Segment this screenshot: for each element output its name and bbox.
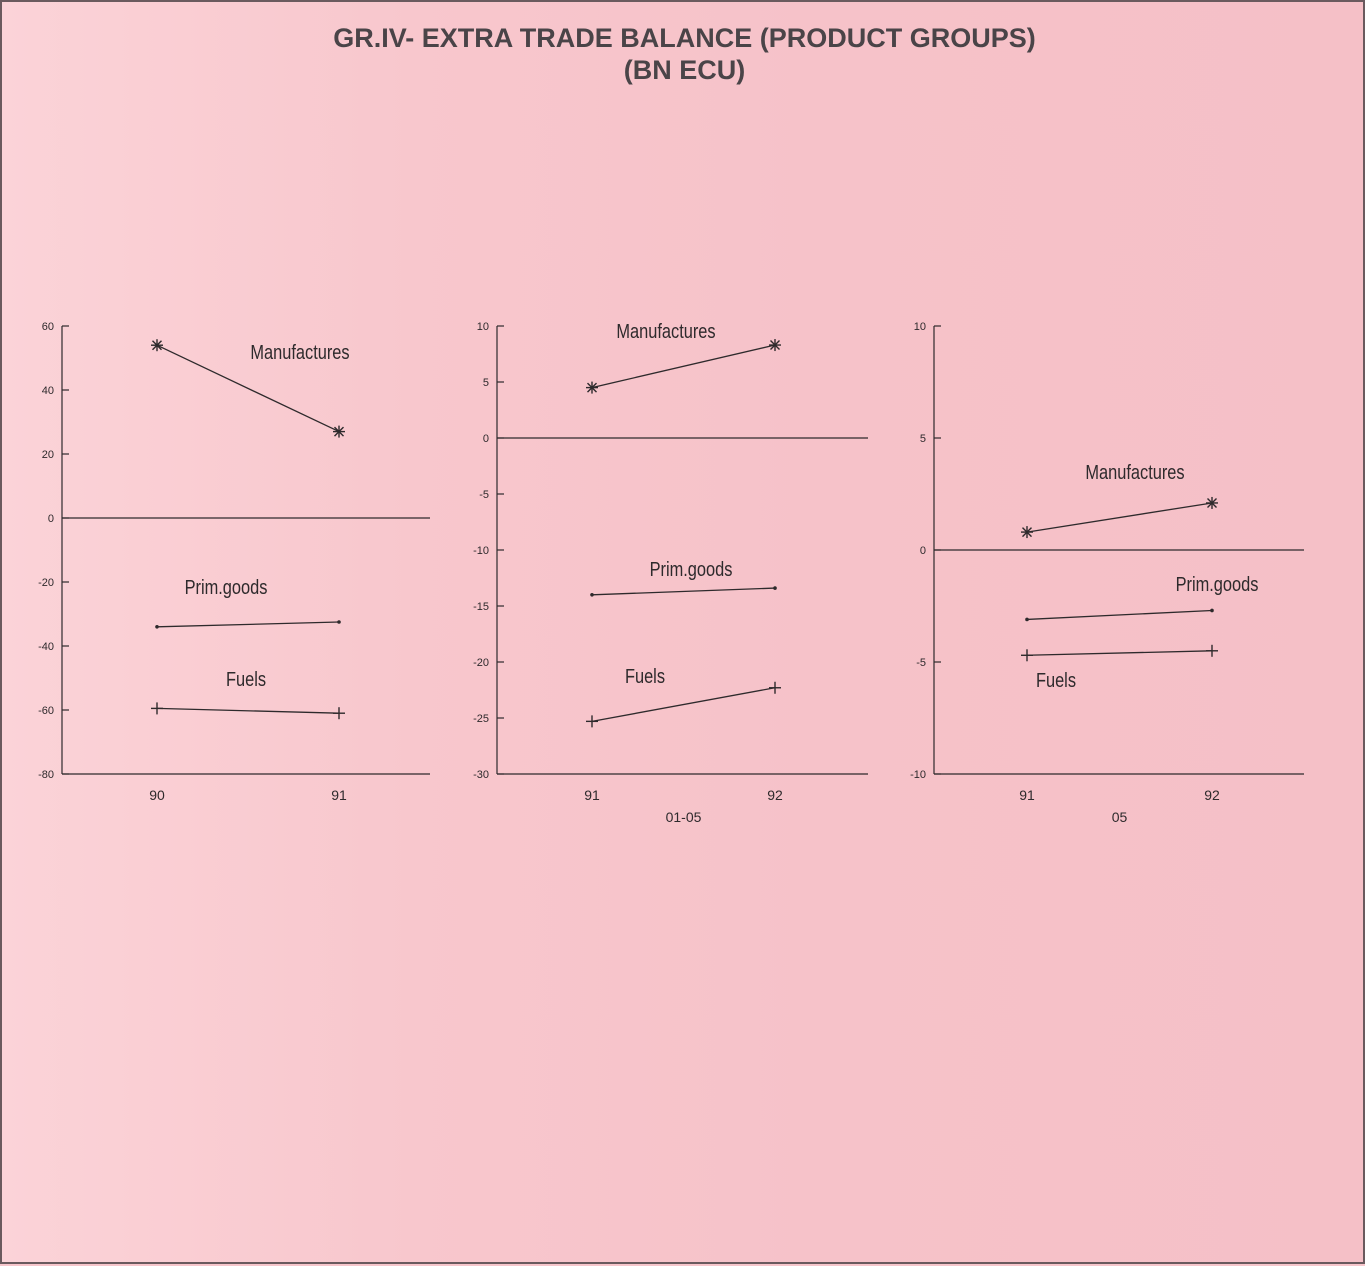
y-tick-label: 20 [42, 449, 54, 461]
x-tick-label: 90 [149, 787, 165, 803]
data-point-manufactures-0 [586, 381, 598, 394]
y-tick-label: -80 [38, 769, 54, 781]
y-tick-label: 10 [914, 321, 926, 333]
star-marker-stroke [770, 340, 780, 351]
series-label-prim-goods: Prim.goods [185, 575, 268, 598]
dot-marker [773, 586, 777, 590]
series-line-fuels [156, 707, 340, 714]
data-point-prim-goods-1 [337, 620, 341, 624]
star-marker-stroke [1207, 497, 1217, 508]
y-tick-label: -5 [916, 657, 926, 669]
y-tick-label: 0 [920, 545, 926, 557]
data-point-fuels-0 [586, 715, 598, 728]
series-line-prim-goods [156, 621, 340, 628]
series-label-manufactures: Manufactures [1085, 460, 1184, 483]
y-tick-label: -25 [473, 713, 489, 725]
series-label-prim-goods: Prim.goods [650, 557, 733, 580]
data-point-manufactures-0 [1021, 526, 1033, 539]
data-point-fuels-0 [151, 702, 163, 715]
x-axis-label: 05 [1112, 809, 1128, 825]
y-tick-label: -15 [473, 601, 489, 613]
data-point-manufactures-1 [333, 425, 345, 438]
dot-marker [1210, 608, 1214, 613]
series-line-fuels [591, 687, 776, 722]
data-point-prim-goods-0 [155, 625, 159, 629]
series-label-manufactures: Manufactures [616, 319, 715, 342]
series-label-fuels: Fuels [625, 664, 665, 687]
y-tick-label: 5 [483, 377, 489, 389]
x-tick-label: 92 [1204, 787, 1220, 803]
y-tick-label: -10 [910, 769, 926, 781]
x-tick-label: 92 [767, 787, 783, 803]
x-tick-label: 91 [331, 787, 347, 803]
x-tick-label: 91 [584, 787, 600, 803]
y-tick-label: 10 [477, 321, 489, 333]
data-point-manufactures-1 [769, 339, 781, 352]
y-tick-label: 40 [42, 385, 54, 397]
series-line-prim-goods [1026, 609, 1213, 621]
series-label-prim-goods: Prim.goods [1176, 572, 1259, 595]
y-tick-label: -20 [38, 577, 54, 589]
page-title: GR.IV- EXTRA TRADE BALANCE (PRODUCT GROU… [2, 22, 1365, 86]
star-marker-stroke [587, 382, 597, 393]
dot-marker [590, 593, 594, 597]
series-label-fuels: Fuels [226, 667, 266, 690]
x-axis-label: 01-05 [666, 809, 702, 825]
data-point-fuels-1 [333, 707, 345, 720]
y-tick-label: -20 [473, 657, 489, 669]
chart-panel-2: 10 5 0 -5 -10 -15 -20 -25 -30 91 92 01-05 Manufactur… [473, 319, 868, 825]
series-line-prim-goods [591, 587, 776, 596]
series-label-fuels: Fuels [1036, 668, 1076, 691]
data-point-prim-goods-1 [1210, 608, 1214, 613]
y-tick-label: -60 [38, 705, 54, 717]
data-point-prim-goods-0 [1025, 617, 1029, 622]
data-point-prim-goods-1 [773, 586, 777, 590]
dot-marker [155, 625, 159, 629]
x-tick-label: 91 [1019, 787, 1035, 803]
chart-panel-1: 60 40 20 0 -20 -40 -60 -80 90 91 Manufactures Prim.… [38, 321, 430, 803]
star-marker-stroke [334, 426, 344, 437]
star-marker-stroke [1022, 527, 1032, 538]
title-line-2: (BN ECU) [623, 55, 746, 85]
y-tick-label: -10 [473, 545, 489, 557]
y-tick-label: 0 [48, 513, 54, 525]
data-point-fuels-0 [1021, 649, 1033, 662]
series-line-fuels [1026, 650, 1213, 656]
y-tick-label: -30 [473, 769, 489, 781]
series-label-manufactures: Manufactures [250, 340, 349, 363]
dot-marker [337, 620, 341, 624]
data-point-fuels-1 [1206, 644, 1218, 657]
y-tick-label: 0 [483, 433, 489, 445]
dot-marker [1025, 617, 1029, 622]
series-line-manufactures [156, 344, 340, 433]
data-point-fuels-1 [769, 681, 781, 694]
series-line-manufactures [591, 344, 776, 389]
y-tick-label: 60 [42, 321, 54, 333]
title-line-1: GR.IV- EXTRA TRADE BALANCE (PRODUCT GROU… [333, 23, 1036, 53]
data-point-manufactures-1 [1206, 496, 1218, 509]
series-line-manufactures [1026, 502, 1213, 533]
chart-panel-3: 10 5 0 -5 -10 91 92 05 Manufactures Prim.goods Fue… [910, 321, 1304, 825]
y-tick-label: -5 [479, 489, 489, 501]
y-tick-label: -40 [38, 641, 54, 653]
data-point-prim-goods-0 [590, 593, 594, 597]
y-tick-label: 5 [920, 433, 926, 445]
data-point-manufactures-0 [151, 339, 163, 352]
star-marker-stroke [152, 340, 162, 351]
